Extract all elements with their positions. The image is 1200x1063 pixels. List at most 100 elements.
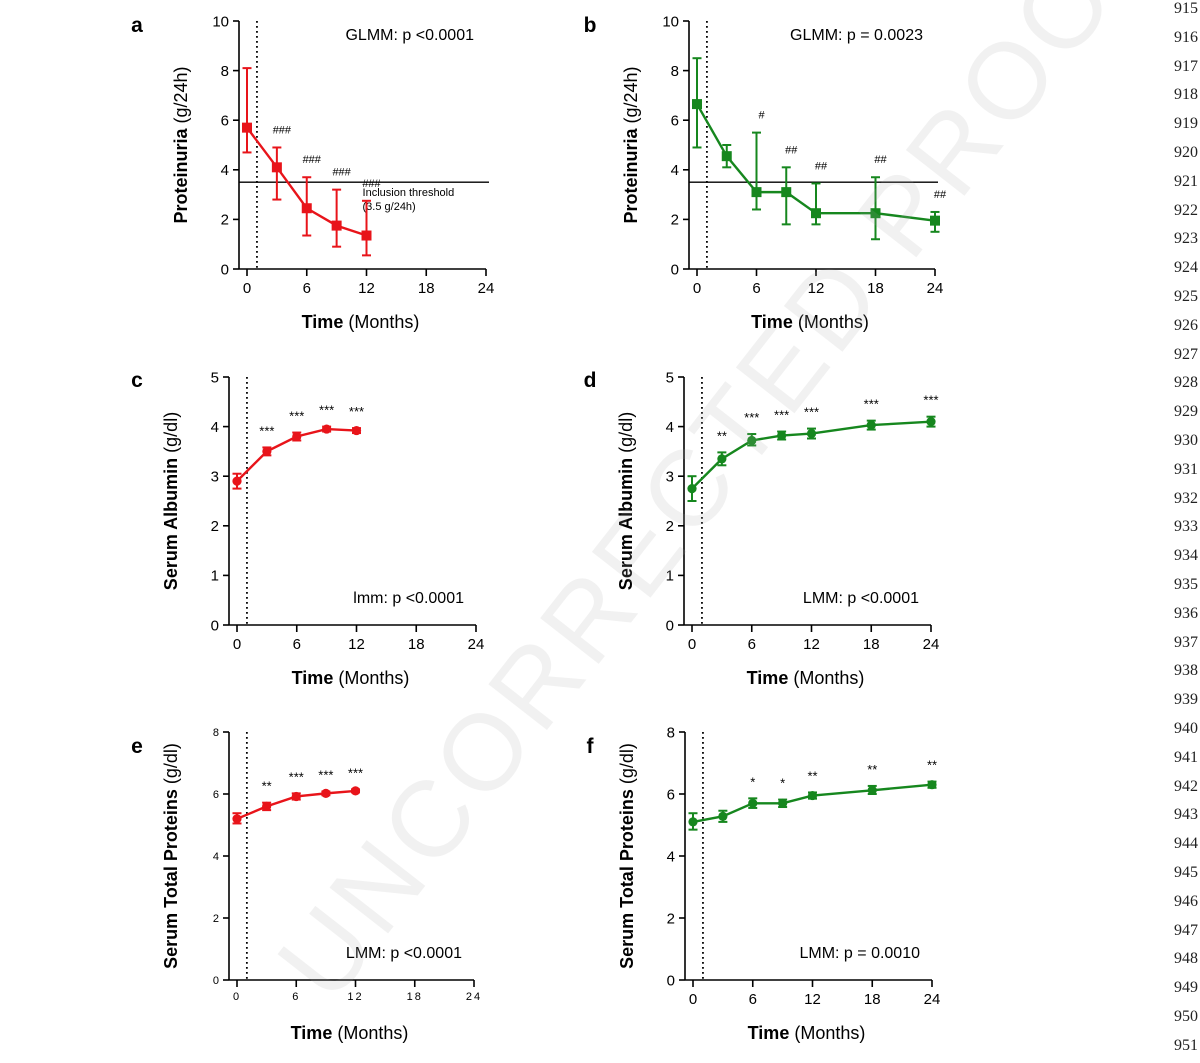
y-tick-label: 0	[211, 617, 219, 634]
y-axis-label: Serum Total Proteins (g/dl)	[617, 743, 637, 969]
significance-label: ###	[303, 154, 322, 166]
line-number: 933	[1174, 518, 1198, 536]
stat-annotation: LMM: p = 0.0010	[799, 945, 920, 962]
y-tick-label: 3	[666, 468, 674, 485]
y-axis-label: Proteinuria (g/24h)	[621, 66, 641, 223]
panel-letter: c	[131, 369, 143, 392]
data-point	[350, 786, 361, 796]
line-number: 938	[1174, 662, 1198, 680]
line-number: 935	[1174, 576, 1198, 593]
x-tick-label: 0	[688, 636, 696, 653]
y-tick-label: 4	[211, 419, 219, 436]
significance-label: **	[262, 779, 272, 794]
x-tick-label: 12	[803, 636, 820, 653]
x-axis-label-bold: Time	[291, 1023, 333, 1043]
data-point	[361, 230, 372, 241]
y-tick-label: 4	[666, 419, 674, 436]
x-tick-label: 6	[292, 991, 300, 1003]
significance-label: ***	[349, 404, 364, 419]
x-tick-label: 0	[233, 636, 241, 653]
y-tick-label: 4	[213, 851, 219, 863]
line-number: 944	[1174, 835, 1198, 853]
line-number: 926	[1174, 316, 1198, 334]
data-point	[351, 425, 362, 436]
data-point	[781, 187, 792, 198]
line-number: 947	[1174, 921, 1198, 939]
y-tick-label: 4	[671, 162, 679, 179]
data-point	[748, 798, 758, 808]
data-point	[806, 428, 817, 439]
x-axis-label-bold: Time	[748, 1023, 790, 1043]
significance-label: **	[717, 428, 727, 443]
x-axis-label-bold: Time	[747, 668, 789, 688]
y-tick-label: 0	[666, 617, 674, 634]
data-point	[321, 788, 331, 798]
x-tick-label: 0	[693, 280, 701, 297]
x-tick-label: 18	[407, 991, 423, 1003]
stat-annotation: LMM: p <0.0001	[346, 945, 462, 962]
line-number: 945	[1174, 864, 1198, 881]
significance-label: ##	[874, 154, 887, 166]
significance-label: ###	[273, 124, 292, 136]
x-axis-label-rest: (Months)	[789, 1023, 865, 1043]
y-tick-label: 2	[666, 518, 674, 535]
x-tick-label: 6	[749, 991, 757, 1008]
significance-label: ##	[785, 144, 798, 156]
y-axis-label-bold: Serum Total Proteins	[161, 789, 181, 969]
data-point	[751, 187, 762, 198]
x-tick-label: 0	[689, 991, 697, 1008]
data-point	[688, 817, 698, 827]
x-tick-label: 12	[804, 991, 821, 1008]
y-tick-label: 2	[213, 913, 219, 925]
y-axis-label-rest: (g/24h)	[621, 66, 641, 128]
data-point	[301, 203, 312, 214]
line-number: 946	[1174, 892, 1198, 910]
significance-label: ***	[319, 403, 334, 418]
line-number: 941	[1174, 748, 1198, 766]
data-point	[927, 780, 937, 790]
line-number: 934	[1174, 547, 1198, 565]
y-tick-label: 2	[671, 212, 679, 229]
y-axis-label-rest: (g/24h)	[171, 66, 191, 128]
x-tick-label: 12	[808, 280, 825, 297]
line-number: 951	[1174, 1036, 1198, 1054]
y-axis-label: Proteinuria (g/24h)	[171, 66, 191, 223]
data-point	[866, 420, 876, 430]
significance-label: **	[927, 758, 937, 773]
data-point	[271, 162, 282, 173]
y-tick-label: 10	[212, 13, 229, 30]
data-point	[870, 208, 881, 219]
x-tick-label: 0	[233, 991, 241, 1003]
stat-annotation: lmm: p <0.0001	[353, 590, 464, 607]
significance-label: ***	[804, 405, 819, 420]
panel-letter: d	[584, 369, 597, 392]
y-axis-label: Serum Total Proteins (g/dl)	[161, 743, 181, 969]
data-point	[687, 484, 697, 494]
y-axis-label-bold: Serum Total Proteins	[617, 789, 637, 969]
y-tick-label: 0	[213, 975, 219, 987]
y-tick-label: 10	[662, 13, 679, 30]
data-point	[692, 99, 702, 110]
x-axis-label-rest: (Months)	[332, 1023, 408, 1043]
y-tick-label: 5	[211, 369, 219, 386]
data-point	[930, 215, 940, 226]
x-axis-label-rest: (Months)	[788, 668, 864, 688]
significance-label: ***	[864, 397, 879, 412]
y-axis-label-bold: Serum Albumin	[616, 458, 636, 590]
x-axis-label: Time (Months)	[302, 312, 420, 332]
y-axis-label: Serum Albumin (g/dl)	[161, 412, 181, 590]
series-line	[692, 783, 933, 824]
y-tick-label: 3	[211, 468, 219, 485]
x-tick-label: 12	[347, 991, 363, 1003]
y-axis-label-rest: (g/dl)	[161, 412, 181, 458]
data-point	[777, 430, 787, 441]
line-number: 929	[1174, 403, 1198, 421]
y-tick-label: 6	[667, 786, 675, 803]
line-number: 930	[1174, 432, 1198, 449]
data-point	[262, 446, 272, 456]
panel-letter: f	[587, 735, 595, 758]
y-tick-label: 0	[667, 972, 675, 989]
x-tick-label: 18	[418, 280, 435, 297]
